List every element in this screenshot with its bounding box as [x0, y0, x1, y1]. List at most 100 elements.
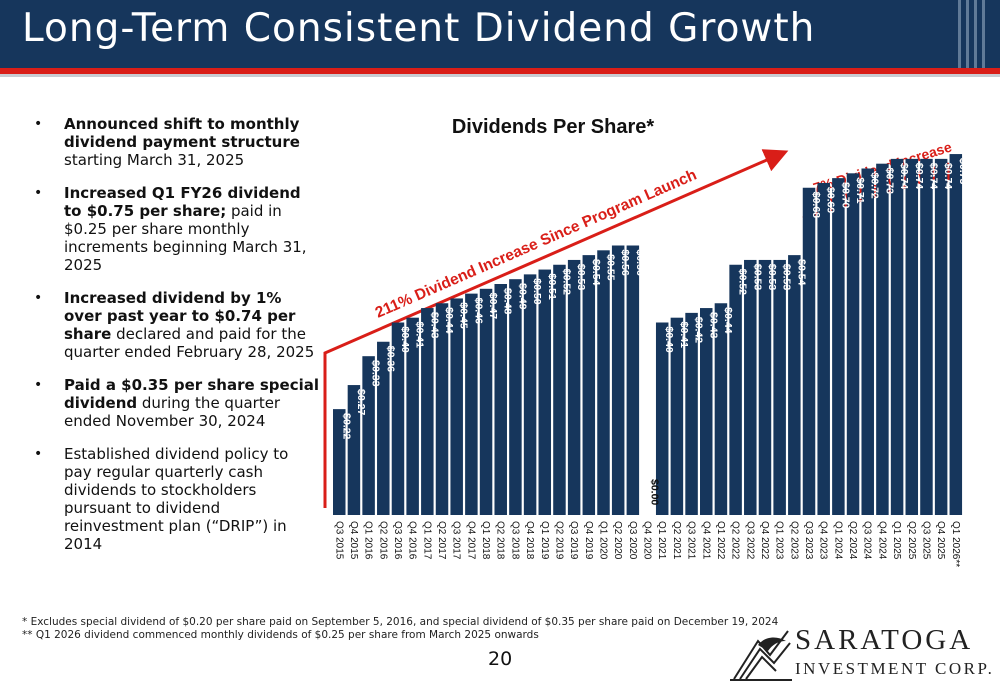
growth-arrow-since-launch [323, 149, 789, 508]
slide-title: Long-Term Consistent Dividend Growth [22, 6, 816, 51]
bar [391, 322, 405, 515]
bar [362, 356, 375, 515]
x-tick-label: Q4 2016 [407, 521, 418, 560]
title-bar-stripe [958, 0, 961, 68]
bar [538, 269, 552, 515]
logo-name: SARATOGA [795, 624, 974, 656]
bar [905, 158, 919, 515]
bar [846, 173, 860, 515]
title-bar-stripe [966, 0, 969, 68]
x-tick-label: Q1 2026** [950, 521, 961, 567]
x-tick-label: Q4 2022 [759, 521, 770, 560]
chart-title: Dividends Per Share* [452, 116, 655, 138]
bar-value-label: $0.53 [766, 264, 778, 290]
bar-value-label: $0.56 [619, 250, 631, 276]
x-tick-label: Q3 2022 [744, 521, 755, 560]
bar [597, 250, 610, 515]
bar-value-label: $0.43 [707, 312, 719, 338]
bar [479, 288, 493, 515]
x-tick-label: Q4 2015 [348, 521, 359, 560]
bar-value-label: $0.27 [355, 389, 367, 415]
bar-value-label: $0.41 [414, 322, 426, 348]
x-tick-label: Q4 2019 [583, 521, 594, 560]
bar-value-label: $0.71 [854, 177, 866, 203]
bar-value-label: $0.41 [678, 322, 690, 348]
x-tick-label: Q2 2019 [553, 521, 564, 560]
bullet-item: Increased Q1 FY26 dividend to $0.75 per … [30, 184, 320, 274]
x-tick-label: Q4 2020 [642, 521, 653, 560]
bar [788, 255, 801, 515]
bullet-item: Paid a $0.35 per share special dividend … [30, 376, 320, 430]
x-tick-label: Q4 2021 [700, 521, 711, 560]
title-bar: Long-Term Consistent Dividend Growth [0, 0, 1000, 68]
bar [611, 245, 625, 515]
bar-value-label: $0.40 [399, 327, 411, 353]
bullet-text: during the quarter ended November 30, 20… [64, 394, 281, 430]
bullet-bold-text: Increased Q1 FY26 dividend to $0.75 per … [64, 184, 301, 220]
x-tick-label: Q4 2018 [524, 521, 535, 560]
bar-value-label: $0.42 [693, 317, 705, 343]
bar [949, 154, 963, 515]
bar [333, 409, 346, 515]
bar-value-label: $0.74 [942, 163, 954, 189]
x-tick-label: Q1 2019 [539, 521, 550, 560]
x-tick-label: Q2 2017 [436, 521, 447, 560]
x-tick-label: Q1 2021 [656, 521, 667, 560]
bar [465, 293, 478, 515]
footnote-1: * Excludes special dividend of $0.20 per… [22, 616, 779, 628]
bar [377, 341, 390, 515]
x-tick-label: Q4 2017 [465, 521, 476, 560]
x-tick-label: Q3 2016 [392, 521, 403, 560]
bar-value-label: $0.49 [516, 283, 528, 309]
bar-value-label: $0.22 [340, 413, 352, 439]
bullet-item: Increased dividend by 1% over past year … [30, 289, 320, 361]
bar-value-label: $0.52 [560, 269, 572, 295]
bar-value-label: $0.36 [384, 346, 396, 372]
bar-value-label: $0.54 [590, 259, 602, 285]
x-tick-label: Q1 2016 [363, 521, 374, 560]
bar-value-label: $0.48 [502, 288, 514, 314]
bullet-bold-text: Paid a $0.35 per share special dividend [64, 376, 320, 412]
accent-red-rule [0, 68, 1000, 74]
bullet-item: Established dividend policy to pay regul… [30, 445, 320, 553]
bullet-item: Announced shift to monthly dividend paym… [30, 115, 320, 169]
x-tick-label: Q1 2020 [597, 521, 608, 560]
bar [406, 317, 419, 515]
bar [700, 308, 713, 515]
bar-value-label: $0.74 [913, 163, 925, 189]
bullet-bold-text: Increased dividend by 1% over past year … [64, 289, 296, 343]
x-tick-group: Q3 2015 Q4 2015 Q1 2016 Q2 2016 Q3 2016 Q4 20… [333, 521, 961, 567]
bar-value-label: $0.47 [487, 293, 499, 319]
x-tick-label: Q2 2023 [788, 521, 799, 560]
x-tick-label: Q1 2017 [421, 521, 432, 560]
bar-value-label: $0.33 [370, 360, 382, 386]
value-label-group: $0.22$0.27$0.33$0.36$0.40 $0.41 $0.43 $0.44… [340, 158, 969, 505]
x-tick-label: Q2 2024 [847, 521, 858, 560]
bullet-text: paid in $0.25 per share monthly incremen… [64, 202, 307, 274]
bar [450, 298, 463, 515]
title-bar-stripe [974, 0, 977, 68]
bar-value-label: $0.55 [604, 254, 616, 280]
bar [670, 317, 684, 515]
bar [744, 259, 757, 515]
bar [567, 259, 581, 515]
bar [685, 312, 698, 515]
x-tick-label: Q1 2025 [891, 521, 902, 560]
bar [832, 178, 845, 515]
footnote-2: ** Q1 2026 dividend commenced monthly di… [22, 629, 539, 641]
bar-value-label: $0.69 [825, 187, 837, 213]
bar-value-label: $0.53 [751, 264, 763, 290]
x-tick-label: Q4 2025 [935, 521, 946, 560]
bar-value-label: $0.46 [472, 298, 484, 324]
bar [758, 259, 772, 515]
x-tick-label: Q4 2024 [876, 521, 887, 560]
x-tick-label: Q2 2020 [612, 521, 623, 560]
bar [802, 187, 816, 515]
bar [655, 322, 669, 515]
x-tick-label: Q4 2023 [818, 521, 829, 560]
bar-value-label: $0.40 [663, 327, 675, 353]
bar-value-label: $0.56 [634, 250, 646, 276]
logo-subtitle: INVESTMENT CORP. [795, 659, 995, 678]
x-tick-label: Q3 2021 [686, 521, 697, 560]
x-tick-label: Q3 2025 [920, 521, 931, 560]
